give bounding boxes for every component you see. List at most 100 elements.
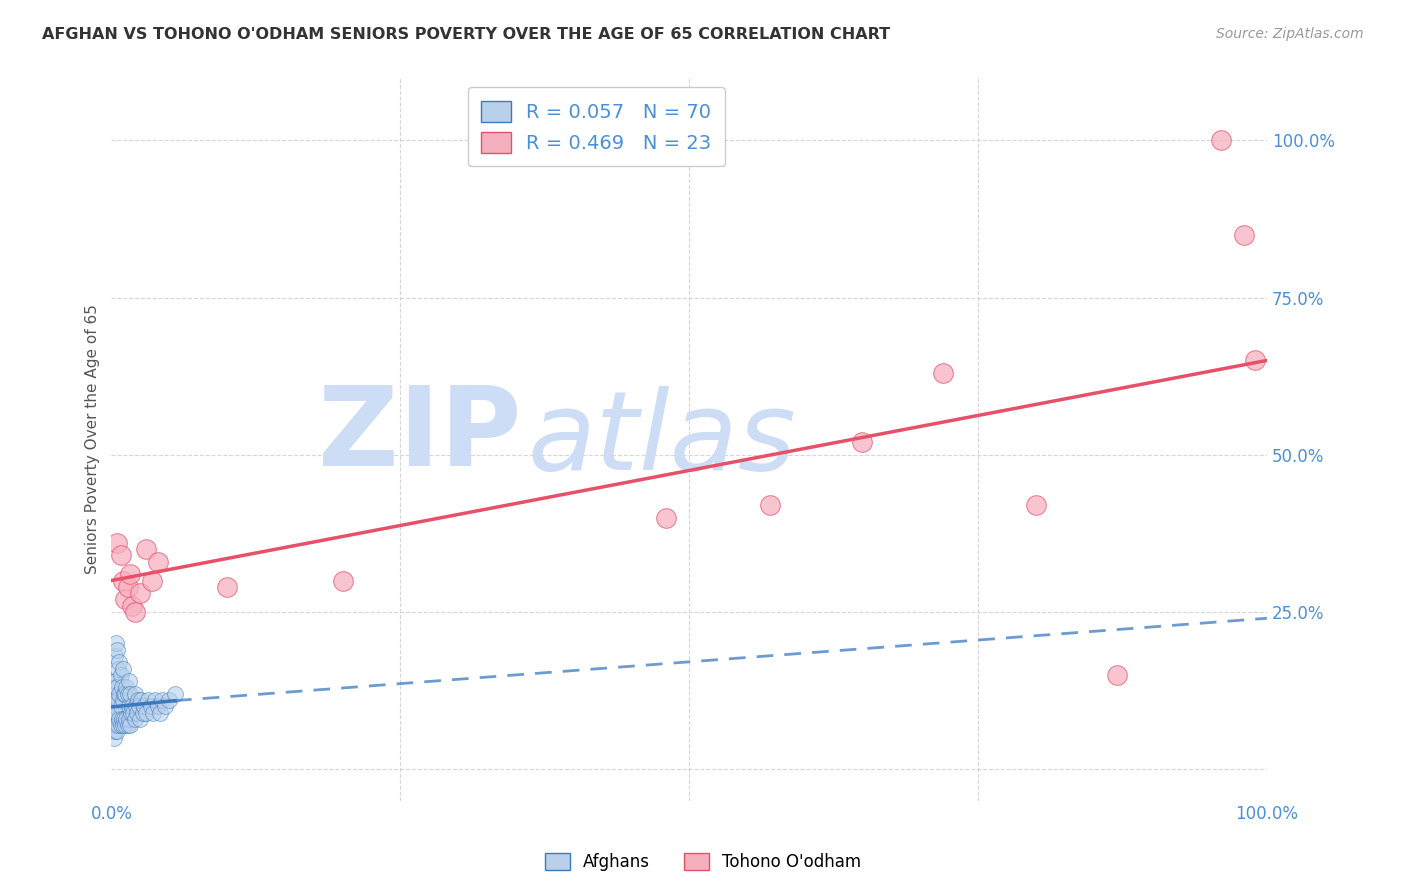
Point [108, 655, 131, 669]
Point [103, 674, 125, 689]
Point [114, 687, 136, 701]
Point [104, 706, 127, 720]
Point [105, 636, 128, 650]
Point [107, 693, 129, 707]
Point [1025, 498, 1047, 512]
Point [104, 681, 127, 695]
Point [114, 718, 136, 732]
Point [103, 718, 125, 732]
Point [111, 574, 134, 588]
Point [103, 693, 125, 707]
Point [129, 586, 152, 600]
Point [105, 706, 128, 720]
Point [110, 718, 132, 732]
Point [146, 555, 169, 569]
Legend: Afghans, Tohono O'odham: Afghans, Tohono O'odham [537, 845, 869, 880]
Point [103, 731, 125, 745]
Point [110, 699, 132, 714]
Point [108, 712, 131, 726]
Point [118, 712, 141, 726]
Point [115, 681, 138, 695]
Point [100, 706, 122, 720]
Point [132, 699, 155, 714]
Point [121, 599, 143, 613]
Point [120, 706, 142, 720]
Text: Source: ZipAtlas.com: Source: ZipAtlas.com [1216, 27, 1364, 41]
Point [110, 549, 132, 563]
Point [851, 435, 873, 450]
Point [111, 693, 134, 707]
Point [118, 674, 141, 689]
Point [131, 693, 153, 707]
Point [117, 687, 139, 701]
Point [110, 668, 132, 682]
Point [759, 498, 782, 512]
Point [118, 567, 141, 582]
Point [215, 580, 238, 594]
Point [121, 699, 143, 714]
Point [114, 592, 136, 607]
Point [1209, 133, 1232, 147]
Point [124, 687, 146, 701]
Point [111, 681, 134, 695]
Point [105, 681, 128, 695]
Point [118, 699, 141, 714]
Point [105, 724, 128, 739]
Point [128, 699, 150, 714]
Point [146, 699, 169, 714]
Point [124, 699, 146, 714]
Point [655, 510, 678, 524]
Point [115, 712, 138, 726]
Point [105, 536, 128, 550]
Y-axis label: Seniors Poverty Over the Age of 65: Seniors Poverty Over the Age of 65 [86, 304, 100, 574]
Point [131, 706, 153, 720]
Point [105, 699, 128, 714]
Point [124, 712, 146, 726]
Point [141, 574, 163, 588]
Point [117, 580, 139, 594]
Point [157, 693, 180, 707]
Point [1244, 353, 1267, 368]
Point [108, 687, 131, 701]
Point [135, 706, 157, 720]
Point [122, 706, 145, 720]
Point [1233, 227, 1256, 242]
Text: AFGHAN VS TOHONO O'ODHAM SENIORS POVERTY OVER THE AGE OF 65 CORRELATION CHART: AFGHAN VS TOHONO O'ODHAM SENIORS POVERTY… [42, 27, 890, 42]
Point [112, 687, 135, 701]
Point [149, 706, 172, 720]
Point [111, 718, 134, 732]
Point [117, 718, 139, 732]
Point [124, 605, 146, 619]
Point [143, 693, 166, 707]
Point [127, 693, 149, 707]
Point [105, 718, 128, 732]
Point [118, 687, 141, 701]
Point [1105, 668, 1128, 682]
Point [104, 724, 127, 739]
Point [138, 693, 160, 707]
Legend: R = 0.057   N = 70, R = 0.469   N = 23: R = 0.057 N = 70, R = 0.469 N = 23 [468, 87, 725, 167]
Point [118, 718, 141, 732]
Point [111, 712, 134, 726]
Point [139, 699, 162, 714]
Point [150, 693, 173, 707]
Point [104, 648, 127, 663]
Point [101, 712, 124, 726]
Text: atlas: atlas [527, 385, 796, 492]
Point [125, 706, 148, 720]
Point [332, 574, 354, 588]
Point [153, 699, 176, 714]
Point [142, 706, 165, 720]
Point [112, 712, 135, 726]
Point [111, 662, 134, 676]
Point [163, 687, 186, 701]
Text: ZIP: ZIP [318, 382, 522, 489]
Point [105, 674, 128, 689]
Point [107, 718, 129, 732]
Point [932, 366, 955, 380]
Point [105, 642, 128, 657]
Point [101, 699, 124, 714]
Point [107, 662, 129, 676]
Point [129, 712, 152, 726]
Point [135, 542, 157, 557]
